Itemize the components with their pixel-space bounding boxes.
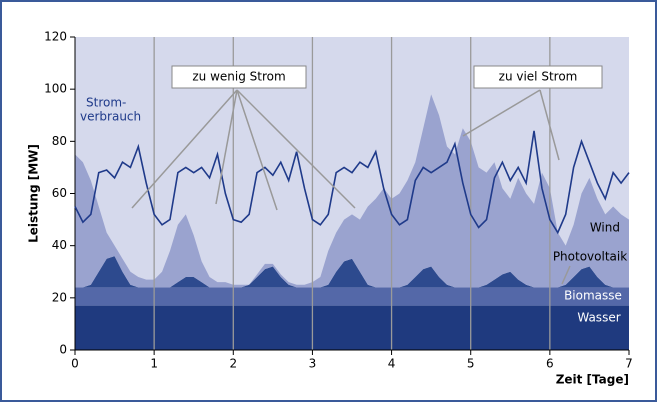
y-axis-label: Leistung [MW] — [27, 144, 41, 243]
y-tick-label: 120 — [44, 30, 67, 44]
x-tick-label: 1 — [150, 357, 158, 371]
area — [75, 287, 629, 306]
y-tick-label: 0 — [59, 343, 67, 357]
y-tick-label: 40 — [52, 238, 67, 252]
annotations: zu wenig Strom zu viel Strom — [131, 65, 603, 285]
arrows — [131, 89, 571, 285]
x-tick-label: 0 — [71, 357, 79, 371]
line-label: Strom- — [86, 96, 126, 110]
x-tick-label: 3 — [309, 357, 317, 371]
series-label: Biomasse — [564, 289, 622, 303]
x-tick-label: 5 — [467, 357, 475, 371]
y-tick-label: 60 — [52, 186, 67, 200]
x-tick-label: 2 — [229, 357, 237, 371]
x-tick-label: 4 — [388, 357, 396, 371]
annotation: zu viel Strom — [499, 70, 578, 84]
line — [74, 130, 630, 235]
x-axis-label: Zeit [Tage] — [556, 373, 629, 387]
area — [75, 256, 629, 288]
y-tick-label: 80 — [52, 134, 67, 148]
series-label: Photovoltaik — [553, 250, 627, 264]
y-tick-label: 100 — [44, 82, 67, 96]
series-label: Wind — [590, 221, 620, 235]
annotation-box — [473, 65, 603, 89]
annotation: zu wenig Strom — [192, 70, 285, 84]
area — [75, 94, 629, 288]
annotation-box — [171, 65, 307, 89]
series-label: Wasser — [577, 311, 620, 325]
area — [75, 305, 629, 350]
x-tick-label: 7 — [625, 357, 633, 371]
x-tick-label: 6 — [546, 357, 554, 371]
line-label: verbrauch — [80, 110, 141, 124]
y-tick-label: 20 — [52, 290, 67, 304]
